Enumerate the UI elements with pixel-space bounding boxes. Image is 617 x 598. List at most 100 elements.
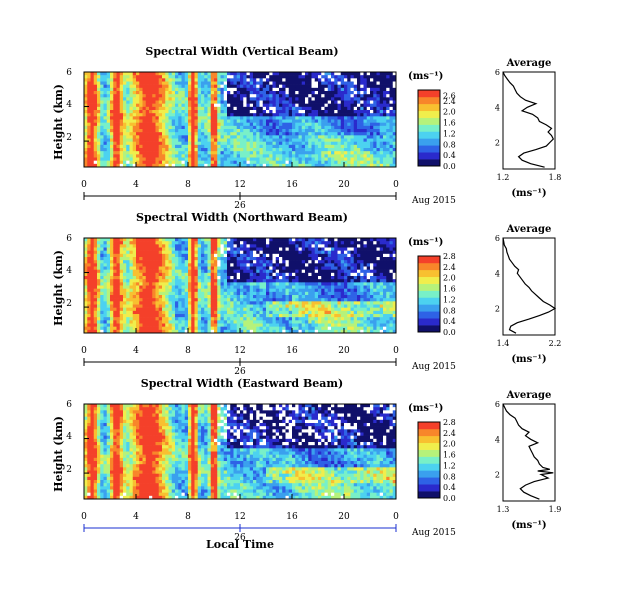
heatmap-cell [383,138,387,142]
heatmap-cell [223,301,228,305]
heatmap-cell [324,106,329,111]
heatmap-cell [123,151,127,155]
heatmap-cell [360,84,364,89]
heatmap-cell [194,129,199,133]
heatmap-cell [84,72,88,76]
heatmap-cell [334,97,338,101]
heatmap-cell [214,238,218,242]
heatmap-cell [217,279,221,283]
heatmap-cell [253,97,257,101]
heatmap-cell [389,141,394,146]
heatmap-cell [386,84,390,89]
heatmap-cell [386,163,390,168]
heatmap-cell [207,154,212,158]
heatmap-cell [168,87,173,92]
heatmap-cell [301,238,306,242]
heatmap-cell [113,116,117,120]
heatmap-cell [240,157,244,161]
heatmap-cell [223,250,228,255]
heatmap-cell [285,326,290,331]
heatmap-cell [145,317,150,321]
heatmap-cell [249,244,254,248]
heatmap-cell [93,148,98,152]
heatmap-cell [301,97,306,101]
heatmap-cell [178,301,182,305]
heatmap-cell [272,141,277,146]
heatmap-cell [266,285,270,289]
heatmap-cell [175,84,179,89]
heatmap-cell [158,91,163,95]
heatmap-cell [155,163,160,168]
heatmap-cell [386,144,390,149]
heatmap-cell [123,100,127,104]
heatmap-cell [259,132,264,136]
heatmap-cell [132,288,137,293]
heatmap-cell [334,151,338,155]
heatmap-cell [214,87,218,92]
heatmap-cell [158,298,163,302]
heatmap-cell [298,314,303,318]
heatmap-cell [191,310,195,315]
heatmap-cell [110,310,114,315]
heatmap-cell [116,244,121,248]
heatmap-cell [327,157,332,161]
heatmap-cell [223,288,228,293]
heatmap-cell [363,129,368,133]
heatmap-cell [259,291,264,296]
heatmap-cell [262,266,267,270]
heatmap-cell [236,135,241,139]
heatmap-cell [243,279,247,283]
heatmap-cell [171,323,176,327]
heatmap-cell [327,91,332,95]
heatmap-cell [126,241,130,245]
heatmap-cell [314,91,319,95]
heatmap-cell [149,157,153,161]
heatmap-cell [275,97,280,101]
heatmap-cell [227,272,231,277]
heatmap-cell [223,320,228,324]
heatmap-cell [246,116,251,120]
heatmap-cell [188,141,192,146]
heatmap-cell [344,78,348,82]
heatmap-cell [119,282,124,286]
heatmap-cell [87,291,91,296]
heatmap-cell [288,320,293,324]
heatmap-cell [269,87,273,92]
heatmap-cell [165,247,169,251]
heatmap-cell [152,163,156,168]
heatmap-cell [197,250,202,255]
heatmap-cell [201,272,205,277]
heatmap-cell [334,135,338,139]
heatmap-cell [373,78,377,82]
heatmap-cell [162,154,166,158]
heatmap-cell [162,282,166,286]
heatmap-cell [389,129,394,133]
heatmap-cell [201,257,205,261]
heatmap-cell [350,116,355,120]
heatmap-cell [136,326,140,331]
heatmap-cell [162,244,166,248]
heatmap-cell [204,84,208,89]
heatmap-cell [269,110,273,114]
heatmap-cell [165,307,169,312]
heatmap-cell [292,266,296,270]
heatmap-cell [288,87,293,92]
heatmap-cell [119,291,124,296]
heatmap-cell [220,84,225,89]
heatmap-cell [126,314,130,318]
heatmap-cell [93,135,98,139]
heatmap-cell [204,266,208,270]
heatmap-cell [214,144,218,149]
heatmap-cell [217,75,221,79]
heatmap-cell [97,122,101,127]
heatmap-cell [113,132,117,136]
heatmap-cell [201,160,205,165]
heatmap-cell [262,317,267,321]
heatmap-cell [103,110,108,114]
heatmap-cell [321,119,325,123]
heatmap-cell [194,244,199,248]
heatmap-cell [119,260,124,264]
heatmap-cell [181,291,186,296]
heatmap-cell [136,154,140,158]
heatmap-cell [87,157,91,161]
